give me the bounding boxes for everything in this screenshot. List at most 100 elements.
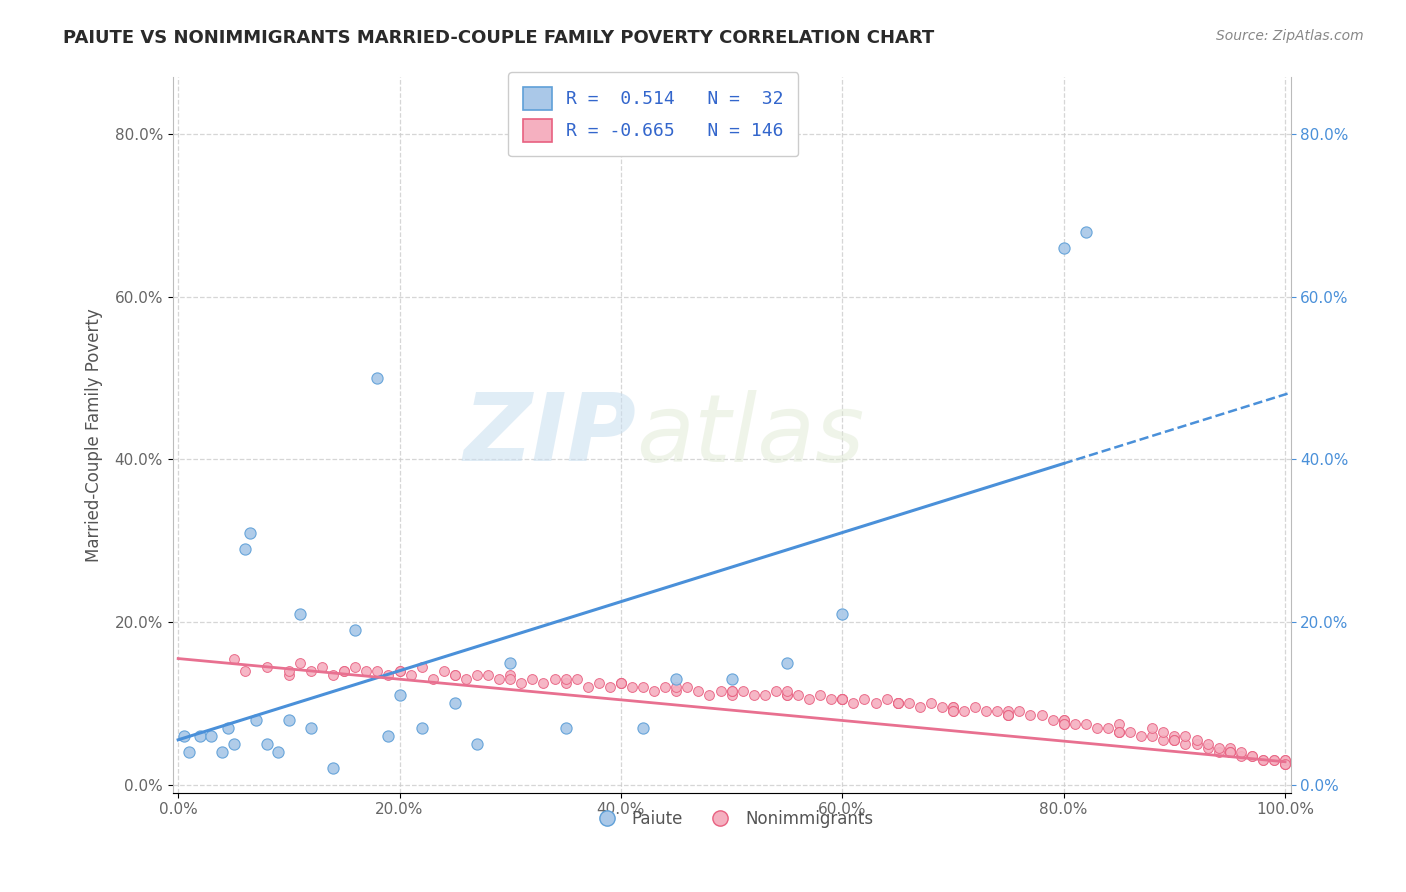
Point xyxy=(200,729,222,743)
Point xyxy=(554,676,576,690)
Point xyxy=(1240,749,1263,764)
Point xyxy=(543,672,565,686)
Point xyxy=(576,680,599,694)
Point xyxy=(173,729,195,743)
Point xyxy=(1108,724,1130,739)
Point xyxy=(377,729,399,743)
Point xyxy=(1208,745,1230,759)
Point xyxy=(643,684,665,698)
Point xyxy=(222,651,245,665)
Point xyxy=(299,721,322,735)
Point xyxy=(776,688,799,702)
Point xyxy=(1130,729,1153,743)
Point xyxy=(465,737,488,751)
Point xyxy=(665,684,688,698)
Point xyxy=(1274,757,1296,772)
Point xyxy=(1229,749,1251,764)
Point xyxy=(942,705,965,719)
Point xyxy=(886,696,908,710)
Point xyxy=(654,680,676,694)
Point xyxy=(853,692,876,706)
Point xyxy=(422,672,444,686)
Point xyxy=(1019,708,1042,723)
Point xyxy=(288,607,311,621)
Point xyxy=(1263,753,1285,767)
Point xyxy=(831,692,853,706)
Point xyxy=(942,700,965,714)
Point xyxy=(322,761,344,775)
Point xyxy=(997,708,1019,723)
Point xyxy=(299,664,322,678)
Point xyxy=(1152,732,1174,747)
Point xyxy=(1219,745,1241,759)
Point xyxy=(510,676,533,690)
Point xyxy=(288,656,311,670)
Point xyxy=(411,659,433,673)
Point xyxy=(1142,721,1164,735)
Point xyxy=(1119,724,1142,739)
Point xyxy=(942,700,965,714)
Point xyxy=(233,664,256,678)
Point xyxy=(631,680,654,694)
Point xyxy=(588,676,610,690)
Point xyxy=(831,692,853,706)
Text: PAIUTE VS NONIMMIGRANTS MARRIED-COUPLE FAMILY POVERTY CORRELATION CHART: PAIUTE VS NONIMMIGRANTS MARRIED-COUPLE F… xyxy=(63,29,935,47)
Point xyxy=(808,688,831,702)
Point xyxy=(239,525,262,540)
Point xyxy=(344,623,367,637)
Point xyxy=(720,684,742,698)
Point xyxy=(731,684,754,698)
Point xyxy=(831,607,853,621)
Point xyxy=(610,676,633,690)
Point xyxy=(599,680,621,694)
Point xyxy=(188,729,211,743)
Point xyxy=(217,721,239,735)
Point xyxy=(179,745,201,759)
Point xyxy=(1163,732,1185,747)
Point xyxy=(1074,225,1097,239)
Point xyxy=(1053,241,1076,255)
Point xyxy=(277,668,299,682)
Point xyxy=(499,656,522,670)
Point xyxy=(377,668,399,682)
Point xyxy=(631,721,654,735)
Text: atlas: atlas xyxy=(637,390,865,481)
Point xyxy=(699,688,721,702)
Point xyxy=(742,688,765,702)
Point xyxy=(554,672,576,686)
Point xyxy=(1174,737,1197,751)
Point xyxy=(688,684,710,698)
Point xyxy=(1274,757,1296,772)
Point xyxy=(333,664,356,678)
Point xyxy=(366,664,388,678)
Point xyxy=(886,696,908,710)
Point xyxy=(908,700,931,714)
Point xyxy=(1008,705,1031,719)
Point xyxy=(1085,721,1108,735)
Point xyxy=(1152,724,1174,739)
Point xyxy=(1229,745,1251,759)
Point xyxy=(1163,732,1185,747)
Point xyxy=(1063,716,1085,731)
Point xyxy=(787,688,810,702)
Point xyxy=(1263,753,1285,767)
Point xyxy=(499,668,522,682)
Point xyxy=(1240,749,1263,764)
Point xyxy=(211,745,233,759)
Point xyxy=(831,692,853,706)
Point xyxy=(256,737,278,751)
Point xyxy=(997,705,1019,719)
Point xyxy=(676,680,699,694)
Point xyxy=(986,705,1008,719)
Point xyxy=(997,708,1019,723)
Point xyxy=(765,684,787,698)
Point xyxy=(1185,737,1208,751)
Point xyxy=(1274,753,1296,767)
Point xyxy=(1251,753,1274,767)
Point xyxy=(1031,708,1053,723)
Point xyxy=(876,692,898,706)
Point xyxy=(776,656,799,670)
Point xyxy=(797,692,820,706)
Point xyxy=(488,672,510,686)
Point xyxy=(499,672,522,686)
